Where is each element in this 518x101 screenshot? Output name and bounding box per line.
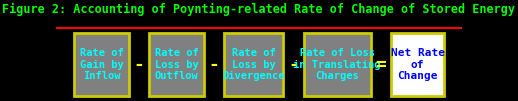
Text: -: - — [209, 56, 220, 74]
Text: Net Rate
of
Change: Net Rate of Change — [391, 48, 444, 81]
FancyBboxPatch shape — [149, 33, 204, 96]
Text: Rate of
Loss by
Outflow: Rate of Loss by Outflow — [155, 48, 198, 81]
FancyBboxPatch shape — [224, 33, 283, 96]
FancyBboxPatch shape — [391, 33, 444, 96]
Text: Rate of
Gain by
Inflow: Rate of Gain by Inflow — [80, 48, 123, 81]
Text: Figure 2: Accounting of Poynting-related Rate of Change of Stored Energy: Figure 2: Accounting of Poynting-related… — [3, 3, 515, 16]
Text: Rate of Loss
in Translating
Charges: Rate of Loss in Translating Charges — [294, 48, 381, 81]
Text: =: = — [376, 56, 386, 74]
FancyBboxPatch shape — [304, 33, 371, 96]
Text: -: - — [288, 56, 299, 74]
Text: -: - — [134, 56, 145, 74]
Text: Rate of
Loss by
Divergence: Rate of Loss by Divergence — [223, 48, 285, 81]
FancyBboxPatch shape — [74, 33, 129, 96]
